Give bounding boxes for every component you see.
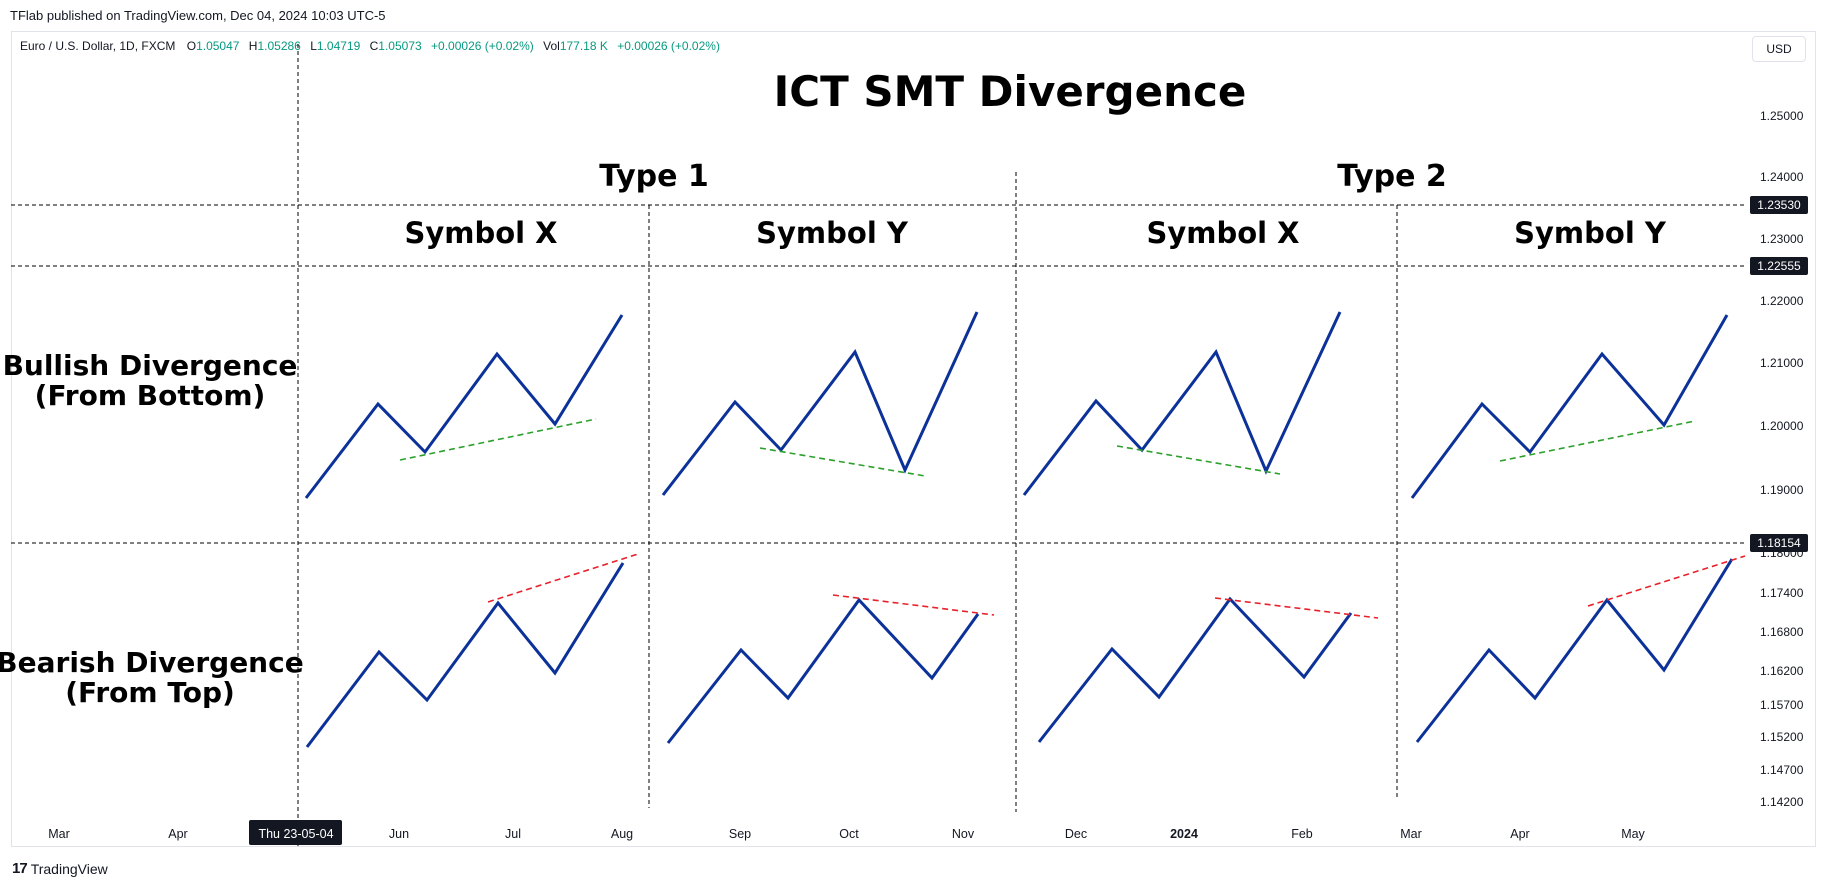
time-tick-0: Mar <box>48 827 70 841</box>
time-axis[interactable]: Mar Apr Jun Jul Aug Sep Oct Nov Dec 2024 Feb Mar Apr… <box>48 820 1646 845</box>
price-tick-5: 1.20000 <box>1760 419 1804 433</box>
zigzag-lines <box>304 311 1734 748</box>
divider-lines <box>11 44 1745 846</box>
row-header-1-line-0: Bearish Divergence <box>0 646 304 679</box>
zigzag-path-4 <box>305 562 625 748</box>
zigzag-path-5 <box>666 597 980 744</box>
legend-low-value: 1.04719 <box>316 39 361 53</box>
price-axis[interactable]: 1.25000 1.24000 1.23000 1.22000 1.21000 1.200… <box>1750 109 1808 809</box>
time-tick-11: Mar <box>1400 827 1422 841</box>
legend-open-value: 1.05047 <box>196 39 240 53</box>
legend-close-value: 1.05073 <box>378 39 422 53</box>
legend-high-value: 1.05286 <box>257 39 301 53</box>
row-header-0-line-1: (From Bottom) <box>35 379 266 412</box>
legend-high-label: H <box>248 39 258 53</box>
price-tick-12: 1.15200 <box>1760 730 1804 744</box>
price-tick-13: 1.14700 <box>1760 763 1804 777</box>
legend-low-label: L <box>310 39 317 53</box>
chart-frame[interactable] <box>11 31 1816 847</box>
time-tick-5: Sep <box>729 827 751 841</box>
zigzag-path-6 <box>1037 596 1353 743</box>
time-tick-10: Feb <box>1291 827 1313 841</box>
time-tick-13: May <box>1621 827 1645 841</box>
legend-vol-label: Vol <box>543 39 560 53</box>
price-tick-10: 1.16200 <box>1760 664 1804 678</box>
group-header-0: Type 1 <box>599 159 709 194</box>
price-tick-4: 1.21000 <box>1760 356 1804 370</box>
cursor-date-label: Thu 23-05-04 <box>258 827 333 841</box>
price-label-bg-2 <box>1750 534 1808 552</box>
bearish-divergence-line-0 <box>487 553 639 603</box>
tradingview-logo-icon: 17 <box>12 860 28 877</box>
row-header-0-line-0: Bullish Divergence <box>3 349 298 382</box>
price-tick-2: 1.23000 <box>1760 232 1804 246</box>
time-tick-7: Nov <box>952 827 975 841</box>
legend-symbol[interactable]: Euro / U.S. Dollar, 1D, FXCM <box>20 39 176 53</box>
time-tick-8: Dec <box>1065 827 1087 841</box>
bullish-divergence-line-1 <box>759 447 926 477</box>
zigzag-path-7 <box>1415 558 1734 743</box>
row-header-1-line-1: (From Top) <box>65 676 235 709</box>
time-tick-9: 2024 <box>1170 827 1198 841</box>
cursor-date-bg <box>249 820 342 845</box>
bearish-divergence-line-2 <box>1214 597 1379 619</box>
time-tick-2: Jun <box>389 827 409 841</box>
price-tick-8: 1.17400 <box>1760 586 1804 600</box>
price-tick-3: 1.22000 <box>1760 294 1804 308</box>
price-tick-6: 1.19000 <box>1760 483 1804 497</box>
legend-close-label: C <box>369 39 379 53</box>
price-tick-14: 1.14200 <box>1760 795 1804 809</box>
price-tick-9: 1.16800 <box>1760 625 1804 639</box>
column-header-1: Symbol Y <box>756 216 909 250</box>
price-tick-11: 1.15700 <box>1760 698 1804 712</box>
table-headers: ICT SMT Divergence Type 1 Type 2 Symbol X Sy… <box>0 67 1667 709</box>
zigzag-path-1 <box>661 311 979 496</box>
chart-title: ICT SMT Divergence <box>774 67 1247 116</box>
price-label-0: 1.23530 <box>1757 198 1801 212</box>
price-label-bg-0 <box>1750 196 1808 214</box>
zigzag-path-3 <box>1410 314 1729 499</box>
bearish-divergence-line-3 <box>1587 555 1746 607</box>
price-tick-1: 1.24000 <box>1760 170 1804 184</box>
bullish-divergence-line-2 <box>1116 445 1281 475</box>
time-tick-6: Oct <box>839 827 859 841</box>
column-header-3: Symbol Y <box>1514 216 1667 250</box>
zigzag-path-2 <box>1022 311 1342 496</box>
price-label-2: 1.18154 <box>1757 536 1801 550</box>
legend-open-label: O <box>186 39 197 53</box>
time-tick-4: Aug <box>611 827 633 841</box>
price-label-bg-1 <box>1750 257 1808 275</box>
publish-caption: TFlab published on TradingView.com, Dec … <box>10 8 386 23</box>
currency-button[interactable]: USD <box>1752 36 1806 62</box>
column-header-0: Symbol X <box>404 216 557 250</box>
bearish-divergence-line-1 <box>832 594 995 616</box>
bullish-divergence-line-3 <box>1499 420 1696 462</box>
price-tick-0: 1.25000 <box>1760 109 1804 123</box>
bullish-divergence-line-0 <box>399 418 597 461</box>
brand-name: TradingView <box>30 860 108 877</box>
price-label-1: 1.22555 <box>1757 259 1801 273</box>
group-header-1: Type 2 <box>1337 159 1447 194</box>
time-tick-1: Apr <box>168 827 187 841</box>
divergence-trendlines <box>399 418 1746 619</box>
legend-vol-value: 177.18 K <box>559 39 608 53</box>
zigzag-path-0 <box>304 314 624 499</box>
tradingview-brand[interactable]: 17 TradingView <box>12 860 108 877</box>
legend-change: +0.00026 (+0.02%) <box>431 39 534 53</box>
legend-vol-change: +0.00026 (+0.02%) <box>617 39 720 53</box>
column-header-2: Symbol X <box>1146 216 1299 250</box>
time-tick-12: Apr <box>1510 827 1529 841</box>
symbol-legend: Euro / U.S. Dollar, 1D, FXCM O1.05047 H1… <box>20 39 720 53</box>
time-tick-3: Jul <box>505 827 521 841</box>
